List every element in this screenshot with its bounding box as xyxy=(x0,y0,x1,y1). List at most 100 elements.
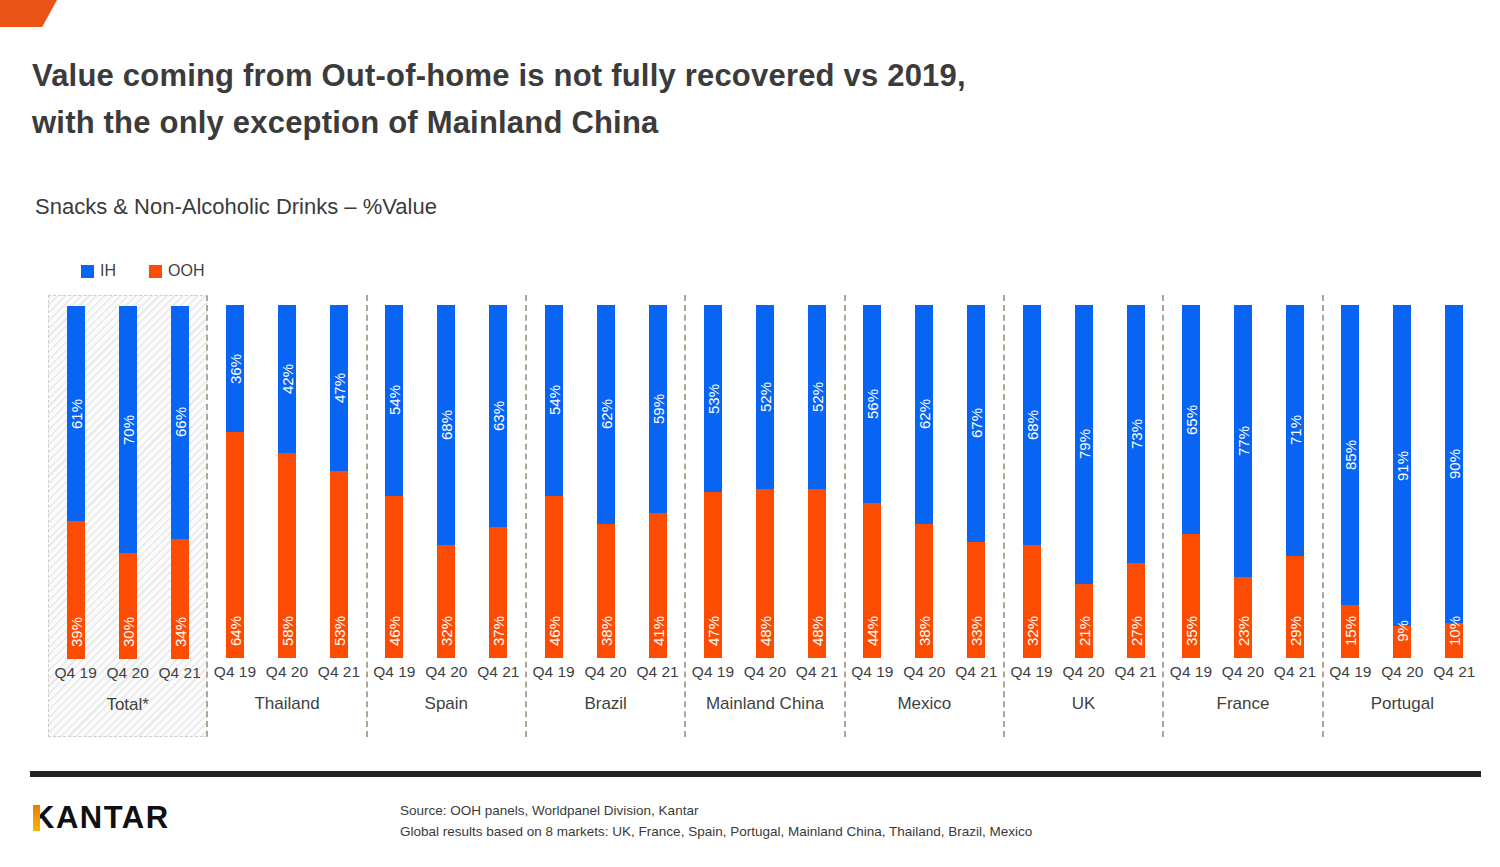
quarter-tick-label: Q4 20 xyxy=(1058,663,1110,681)
source-note: Source: OOH panels, Worldpanel Division,… xyxy=(400,801,1032,842)
quarter-tick-label: Q4 19 xyxy=(1006,663,1058,681)
ooh-value-label: 10% xyxy=(1446,616,1463,646)
ih-value-label: 68% xyxy=(1023,410,1040,440)
bars-row: 54%46%68%32%63%37% xyxy=(385,305,507,658)
quarter-ticks: Q4 19Q4 20Q4 21 xyxy=(209,663,365,681)
quarter-tick-label: Q4 21 xyxy=(313,663,365,681)
page-title: Value coming from Out-of-home is not ful… xyxy=(32,52,966,146)
quarter-ticks: Q4 19Q4 20Q4 21 xyxy=(687,663,843,681)
ih-segment: 59% xyxy=(649,305,667,513)
ih-segment: 42% xyxy=(278,305,296,453)
stacked-bar: 66% 34% xyxy=(171,306,189,659)
ooh-value-label: 27% xyxy=(1127,616,1144,646)
bar-group-portugal: 85%15%91%9%90%10%Q4 19Q4 20Q4 21Portugal xyxy=(1324,295,1481,737)
legend-item-ooh: OOH xyxy=(149,262,204,280)
quarter-ticks: Q4 19Q4 20Q4 21 xyxy=(1165,663,1321,681)
ooh-value-label: 29% xyxy=(1286,616,1303,646)
source-line2: Global results based on 8 markets: UK, F… xyxy=(400,822,1032,843)
quarter-tick-label: Q4 21 xyxy=(1110,663,1162,681)
bars-row: 65%35%77%23%71%29% xyxy=(1182,305,1304,658)
quarter-tick-label: Q4 19 xyxy=(687,663,739,681)
bars-row: 53%47%52%48%52%48% xyxy=(704,305,826,658)
bar-group-total: 61%39% 70%30% 66% 34% Q4 19Q4 20Q4 21 Total* xyxy=(48,295,208,737)
group-label: Mexico xyxy=(897,694,951,714)
quarter-tick-label: Q4 20 xyxy=(898,663,950,681)
quarter-tick-label: Q4 21 xyxy=(1269,663,1321,681)
group-label: Total* xyxy=(106,695,149,715)
ih-value-label: 47% xyxy=(330,373,347,403)
ooh-value-label: 38% xyxy=(597,616,614,646)
ooh-value-label: 58% xyxy=(278,616,295,646)
quarter-ticks: Q4 19Q4 20Q4 21 xyxy=(1006,663,1162,681)
legend-item-ih: IH xyxy=(81,262,116,280)
ooh-swatch-icon xyxy=(149,265,162,278)
ooh-value-label: 32% xyxy=(1023,616,1040,646)
stacked-bar: 68% 32% xyxy=(1023,305,1041,658)
ih-value-label: 63% xyxy=(490,401,507,431)
stacked-bar: 62% 38% xyxy=(915,305,933,658)
ooh-value-label: 47% xyxy=(704,616,721,646)
ooh-value-label: 38% xyxy=(916,616,933,646)
ooh-value-label: 53% xyxy=(330,616,347,646)
ih-segment: 65% xyxy=(1182,305,1200,534)
group-label: Mainland China xyxy=(706,694,824,714)
stacked-bar: 52%48% xyxy=(756,305,774,658)
ih-segment: 70% xyxy=(119,306,137,553)
quarter-tick-label: Q4 19 xyxy=(1324,663,1376,681)
stacked-bar: 68%32% xyxy=(437,305,455,658)
ih-segment: 85% xyxy=(1341,305,1359,605)
stacked-bar: 42% 58% xyxy=(278,305,296,658)
ih-value-label: 85% xyxy=(1342,440,1359,470)
ooh-value-label: 23% xyxy=(1234,616,1251,646)
bar-group-france: 65%35%77%23%71%29%Q4 19Q4 20Q4 21France xyxy=(1164,295,1323,737)
ih-segment: 62% xyxy=(597,305,615,524)
page-title-line1: Value coming from Out-of-home is not ful… xyxy=(32,52,966,99)
stacked-bar: 90%10% xyxy=(1445,305,1463,658)
ih-segment: 62% xyxy=(915,305,933,524)
stacked-bar: 36%64% xyxy=(226,305,244,658)
ih-value-label: 79% xyxy=(1075,429,1092,459)
ih-value-label: 66% xyxy=(171,407,188,437)
legend-label-ooh: OOH xyxy=(168,262,204,280)
quarter-tick-label: Q4 19 xyxy=(368,663,420,681)
bar-group-uk: 68% 32% 79% 21% 73% 27% Q4 19Q4 20Q4 21 UK xyxy=(1005,295,1164,737)
ih-segment: 54% xyxy=(545,305,563,496)
group-label: Thailand xyxy=(254,694,319,714)
ooh-value-label: 48% xyxy=(808,616,825,646)
ih-value-label: 53% xyxy=(704,384,721,414)
bar-group-thailand: 36%64% 42% 58% 47% 53% Q4 19Q4 20Q4 21 Thailan… xyxy=(208,295,367,737)
ih-value-label: 65% xyxy=(1182,405,1199,435)
source-line1: Source: OOH panels, Worldpanel Division,… xyxy=(400,801,1032,822)
ooh-value-label: 44% xyxy=(864,616,881,646)
ih-value-label: 52% xyxy=(808,382,825,412)
stacked-bar: 54%46% xyxy=(545,305,563,658)
quarter-tick-label: Q4 20 xyxy=(261,663,313,681)
kantar-logo-text: KANTAR xyxy=(32,800,170,835)
ih-value-label: 73% xyxy=(1127,419,1144,449)
quarter-tick-label: Q4 21 xyxy=(472,663,524,681)
quarter-ticks: Q4 19Q4 20Q4 21 xyxy=(50,664,206,682)
ih-segment: 52% xyxy=(808,305,826,489)
quarter-tick-label: Q4 21 xyxy=(154,664,206,682)
quarter-tick-label: Q4 19 xyxy=(209,663,261,681)
ih-value-label: 62% xyxy=(916,399,933,429)
ih-value-label: 36% xyxy=(226,354,243,384)
stacked-bar: 70%30% xyxy=(119,306,137,659)
ih-segment: 56% xyxy=(863,305,881,503)
bars-row: 85%15%91%9%90%10% xyxy=(1341,305,1463,658)
ooh-value-label: 34% xyxy=(171,617,188,647)
chart-subtitle: Snacks & Non-Alcoholic Drinks – %Value xyxy=(35,194,437,220)
group-label: UK xyxy=(1072,694,1096,714)
quarter-tick-label: Q4 21 xyxy=(791,663,843,681)
ih-value-label: 68% xyxy=(438,410,455,440)
kantar-logo-k-stem xyxy=(33,805,40,831)
quarter-tick-label: Q4 20 xyxy=(1376,663,1428,681)
ih-segment: 53% xyxy=(704,305,722,492)
ooh-value-label: 21% xyxy=(1075,616,1092,646)
page-title-line2: with the only exception of Mainland Chin… xyxy=(32,99,966,146)
chart-legend: IH OOH xyxy=(81,262,204,280)
stacked-bar: 61%39% xyxy=(67,306,85,659)
ih-segment: 52% xyxy=(756,305,774,489)
stacked-bar: 59%41% xyxy=(649,305,667,658)
bar-group-brazil: 54%46%62%38%59%41%Q4 19Q4 20Q4 21Brazil xyxy=(527,295,686,737)
